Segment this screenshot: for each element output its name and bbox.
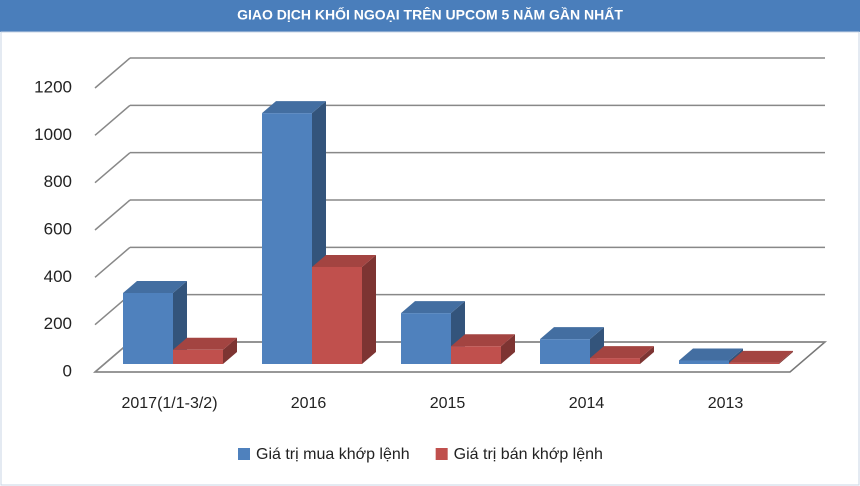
bar-top	[451, 334, 515, 347]
legend-label: Giá trị mua khớp lệnh	[256, 446, 410, 463]
grid-side	[94, 57, 131, 89]
x-tick-label: 2017(1/1-3/2)	[121, 395, 217, 412]
y-tick-label: 1200	[34, 77, 72, 96]
bar-top	[729, 350, 793, 363]
bar-side	[501, 334, 515, 364]
title-banner	[0, 0, 860, 32]
y-tick-label: 1000	[34, 125, 72, 144]
y-tick-label: 0	[63, 361, 72, 380]
bar	[123, 293, 173, 364]
bar	[401, 313, 451, 364]
bar-side	[223, 337, 237, 364]
y-tick-label: 600	[44, 219, 72, 238]
bar	[312, 266, 362, 364]
chart-title: GIAO DỊCH KHỐI NGOẠI TRÊN UPCOM 5 NĂM GẦ…	[237, 6, 623, 23]
bar	[262, 113, 312, 364]
x-tick-label: 2015	[430, 395, 466, 412]
grid-side	[94, 246, 131, 278]
bar-top	[123, 281, 187, 293]
legend-label: Giá trị bán khớp lệnh	[454, 446, 603, 463]
bar	[679, 360, 729, 364]
bar-side	[779, 350, 793, 364]
bar-top	[679, 348, 743, 361]
y-tick-label: 200	[44, 314, 72, 333]
bar	[540, 339, 590, 364]
chart-border	[0, 31, 860, 486]
legend-swatch	[435, 448, 448, 460]
x-tick-label: 2016	[291, 395, 327, 412]
bar	[451, 346, 501, 364]
bar-top	[312, 254, 376, 267]
grid-side	[94, 199, 131, 231]
x-tick-label: 2014	[569, 395, 605, 412]
bar-top	[590, 346, 654, 359]
bar-side	[640, 346, 654, 364]
bar	[729, 362, 779, 364]
grid-side	[94, 104, 131, 136]
bar	[173, 349, 223, 364]
bar-top	[173, 337, 237, 350]
grid-side	[94, 152, 131, 184]
y-tick-label: 400	[44, 267, 72, 286]
bar	[590, 358, 640, 364]
bar-top	[262, 101, 326, 114]
legend-swatch	[238, 448, 250, 460]
bar-top	[540, 327, 604, 340]
x-tick-label: 2013	[708, 395, 744, 412]
bar-top	[401, 301, 465, 314]
y-tick-label: 800	[44, 172, 72, 191]
bar-side	[362, 254, 376, 364]
